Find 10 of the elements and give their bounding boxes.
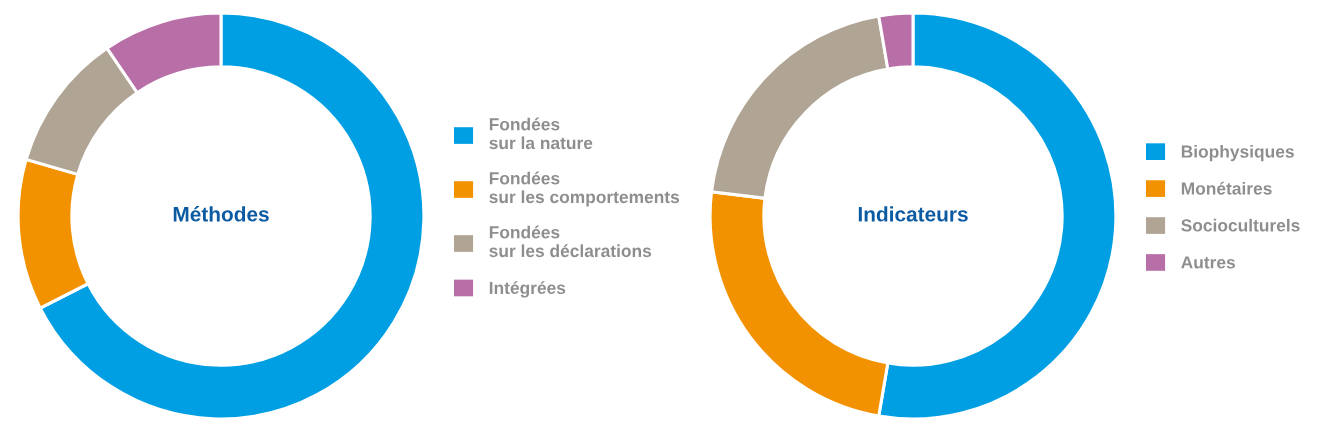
text: Méthodes (173, 206, 269, 222)
legend-label: Biophysiques (1181, 144, 1294, 162)
legend-label: Autres (1181, 256, 1235, 269)
legend-label: Fondées sur les comportements (489, 171, 680, 207)
legend-label: Fondées sur les déclarations (489, 225, 652, 258)
legend-label: Fondées sur la nature (489, 117, 593, 150)
text: Indicateurs (858, 206, 968, 222)
legend-label: Socioculturels (1181, 218, 1300, 232)
legend-label: Monétaires (1181, 181, 1272, 195)
legend-label: Intégrées (489, 281, 566, 298)
